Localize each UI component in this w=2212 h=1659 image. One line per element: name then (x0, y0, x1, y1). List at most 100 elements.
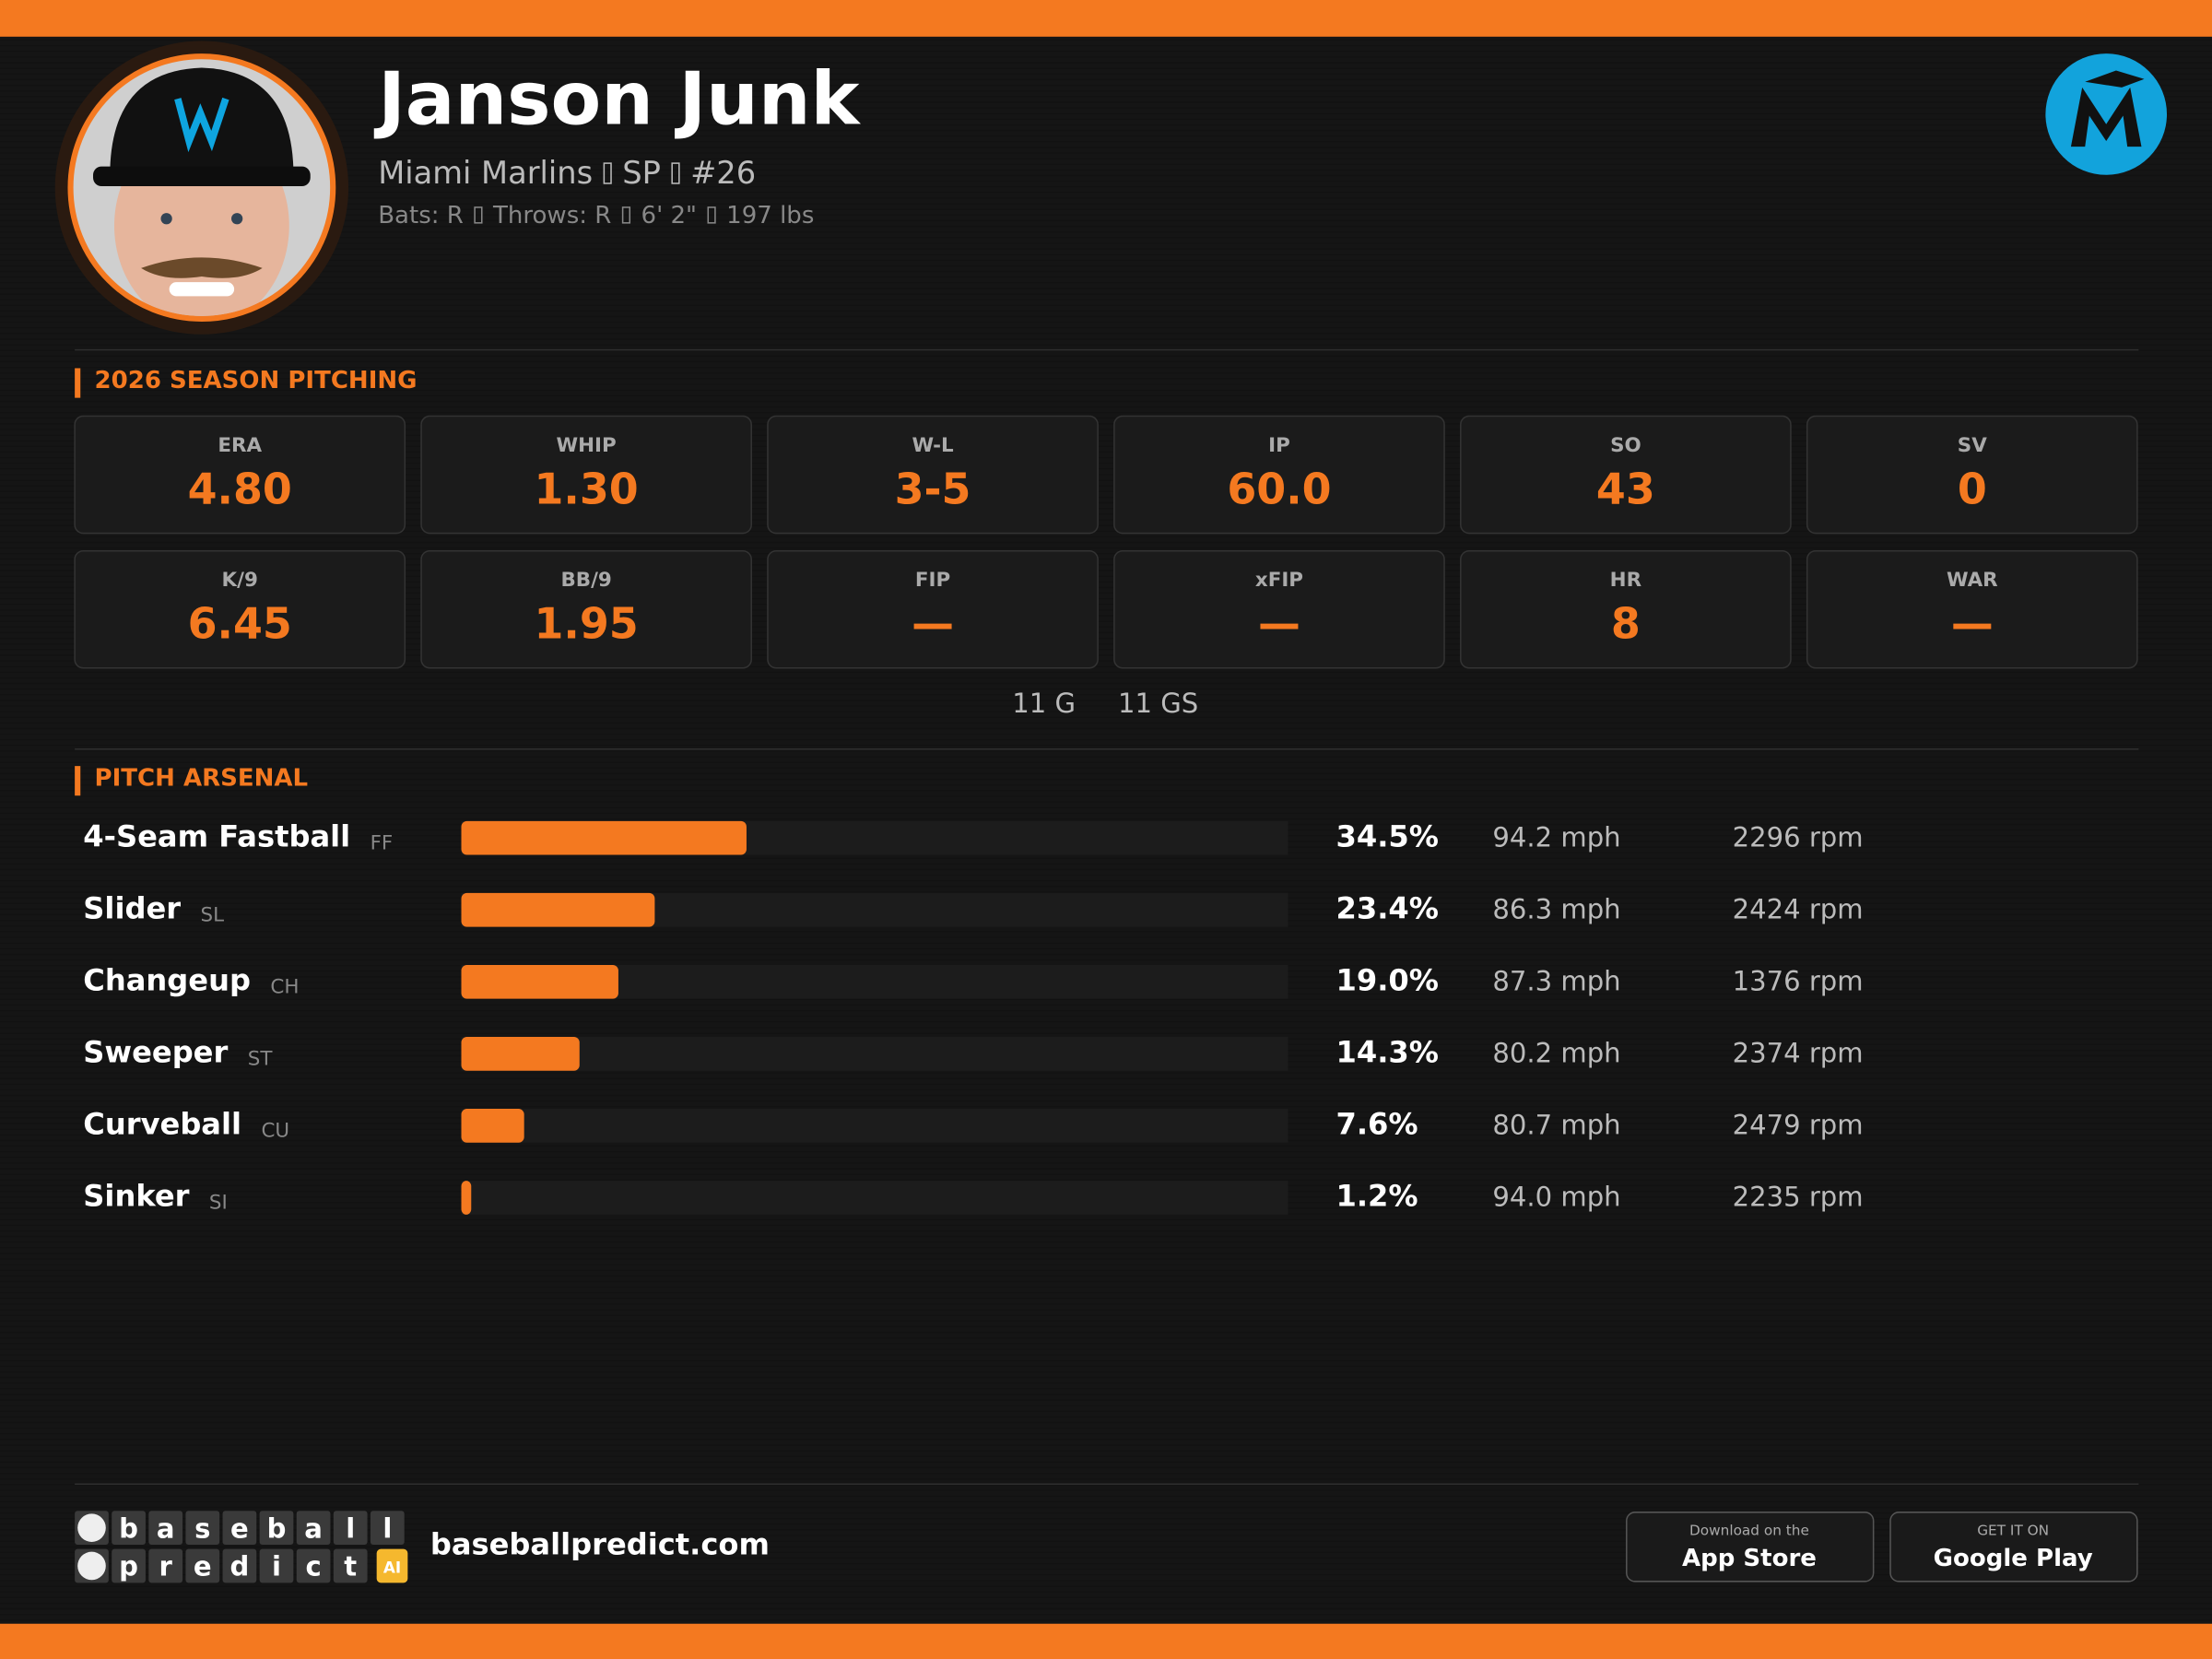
pitch-code: SL (201, 903, 225, 926)
google-play-button[interactable]: GET IT ON Google Play (1889, 1512, 2138, 1583)
logo-tile (112, 1511, 146, 1546)
pitch-name: Slider (83, 890, 181, 925)
pitch-row: Curveball CU 7.6% 80.7 mph 2479 rpm (83, 1107, 1864, 1143)
brand-logo: b a s e b a l l p r e d i c t AI (75, 1511, 408, 1583)
logo-tile (112, 1548, 146, 1583)
stat-label: xFIP (1255, 569, 1303, 592)
button-label: Google Play (1934, 1545, 2093, 1572)
info-text: SP (622, 155, 661, 191)
usage-bar (461, 1037, 580, 1071)
section-title: PITCH ARSENAL (95, 765, 309, 793)
pitch-row: Changeup CH 19.0% 87.3 mph 1376 rpm (83, 962, 1864, 999)
section-title: 2026 SEASON PITCHING (95, 367, 418, 394)
velocity: 94.0 mph (1492, 1182, 1620, 1213)
stat-label: WHIP (557, 434, 617, 457)
stat-label: ERA (218, 434, 262, 457)
stat-tile: BB/9 1.95 (420, 549, 752, 669)
separator (621, 206, 631, 224)
spin-rate: 2235 rpm (1733, 1182, 1864, 1213)
stat-value: 1.95 (534, 599, 638, 649)
stat-label: WAR (1947, 569, 1998, 592)
tile-box (1806, 549, 2138, 669)
velocity: 87.3 mph (1492, 965, 1620, 996)
usage-bar (461, 820, 747, 855)
stat-label: BB/9 (560, 569, 611, 592)
bar-track (461, 1109, 1288, 1143)
stat-label: SO (1610, 434, 1641, 457)
spin-rate: 2374 rpm (1733, 1038, 1864, 1069)
stat-value: — (1951, 599, 1994, 649)
stat-value: 3-5 (895, 464, 971, 513)
logo-badge (376, 1548, 408, 1583)
stat-value: 1.30 (534, 464, 638, 513)
usage-bar (461, 964, 618, 999)
separator (671, 162, 680, 184)
top-bar (0, 0, 2212, 37)
pitch-code: FF (371, 831, 394, 854)
velocity: 94.2 mph (1492, 821, 1620, 853)
stat-value: — (1258, 599, 1300, 649)
logo-tile (370, 1511, 405, 1546)
logo-badge-text: AI (383, 1559, 401, 1577)
usage-label: 23.4% (1335, 890, 1438, 925)
logo-tile (259, 1511, 294, 1546)
spin-rate: 2424 rpm (1733, 893, 1864, 924)
pitch-arsenal: 4-Seam Fastball FF 34.5% 94.2 mph 2296 rpm Sl… (83, 818, 1864, 1215)
games-started: 11 GS (1118, 688, 1198, 719)
pitch-name: Sinker (83, 1179, 189, 1214)
info-text: Miami Marlins (378, 155, 593, 191)
stat-label: W-L (912, 434, 954, 457)
button-caption: Download on the (1689, 1522, 1809, 1538)
logo-tile (296, 1511, 331, 1546)
pitch-row: Sinker SI 1.2% 94.0 mph 2235 rpm (83, 1179, 1864, 1215)
tile-box (767, 549, 1099, 669)
velocity: 80.2 mph (1492, 1038, 1620, 1069)
pitch-name: 4-Seam Fastball (83, 818, 350, 853)
bottom-bar (0, 1623, 2212, 1659)
stat-label: IP (1268, 434, 1290, 457)
player-name: Janson Junk (373, 56, 861, 142)
tile-box (1113, 549, 1445, 669)
pitch-code: CH (270, 976, 299, 999)
info-text: 197 lbs (726, 202, 814, 229)
separator (474, 206, 483, 224)
tile-box (1460, 415, 1792, 535)
app-store-button[interactable]: Download on the App Store (1626, 1512, 1875, 1583)
pitch-name: Curveball (83, 1107, 241, 1142)
usage-label: 14.3% (1335, 1035, 1438, 1070)
tile-box (420, 415, 752, 535)
usage-label: 19.0% (1335, 962, 1438, 997)
stat-tile: W-L 3-5 (767, 415, 1099, 535)
bar-track (461, 1037, 1288, 1071)
usage-bar (461, 1109, 524, 1143)
stat-value: — (912, 599, 954, 649)
stat-tile: FIP — (767, 549, 1099, 669)
tile-box (1113, 415, 1445, 535)
stat-value: 43 (1596, 464, 1655, 513)
stat-value: 8 (1611, 599, 1641, 649)
button-label: App Store (1682, 1545, 1817, 1572)
logo-tile (185, 1548, 220, 1583)
stat-label: K/9 (222, 569, 258, 592)
button-caption: GET IT ON (1977, 1522, 2049, 1538)
logo-ball (77, 1513, 106, 1542)
usage-label: 7.6% (1335, 1107, 1418, 1142)
stat-label: FIP (915, 569, 950, 592)
team-logo (2045, 53, 2168, 175)
section-marker (75, 368, 81, 398)
pitch-row: Slider SL 23.4% 86.3 mph 2424 rpm (83, 890, 1864, 927)
tile-box (767, 415, 1099, 535)
stat-tile: K/9 6.45 (74, 549, 406, 669)
pitch-code: SI (209, 1192, 228, 1215)
stat-value: 6.45 (188, 599, 292, 649)
usage-label: 1.2% (1335, 1179, 1418, 1214)
pitch-row: Sweeper ST 14.3% 80.2 mph 2374 rpm (83, 1035, 1864, 1071)
logo-tile (222, 1548, 257, 1583)
team-line: Miami Marlins SP #26 (378, 155, 756, 191)
tile-box (1460, 549, 1792, 669)
pitch-name: Sweeper (83, 1035, 228, 1070)
tile-box (74, 415, 406, 535)
spin-rate: 1376 rpm (1733, 965, 1864, 996)
logo-tile (333, 1511, 368, 1546)
